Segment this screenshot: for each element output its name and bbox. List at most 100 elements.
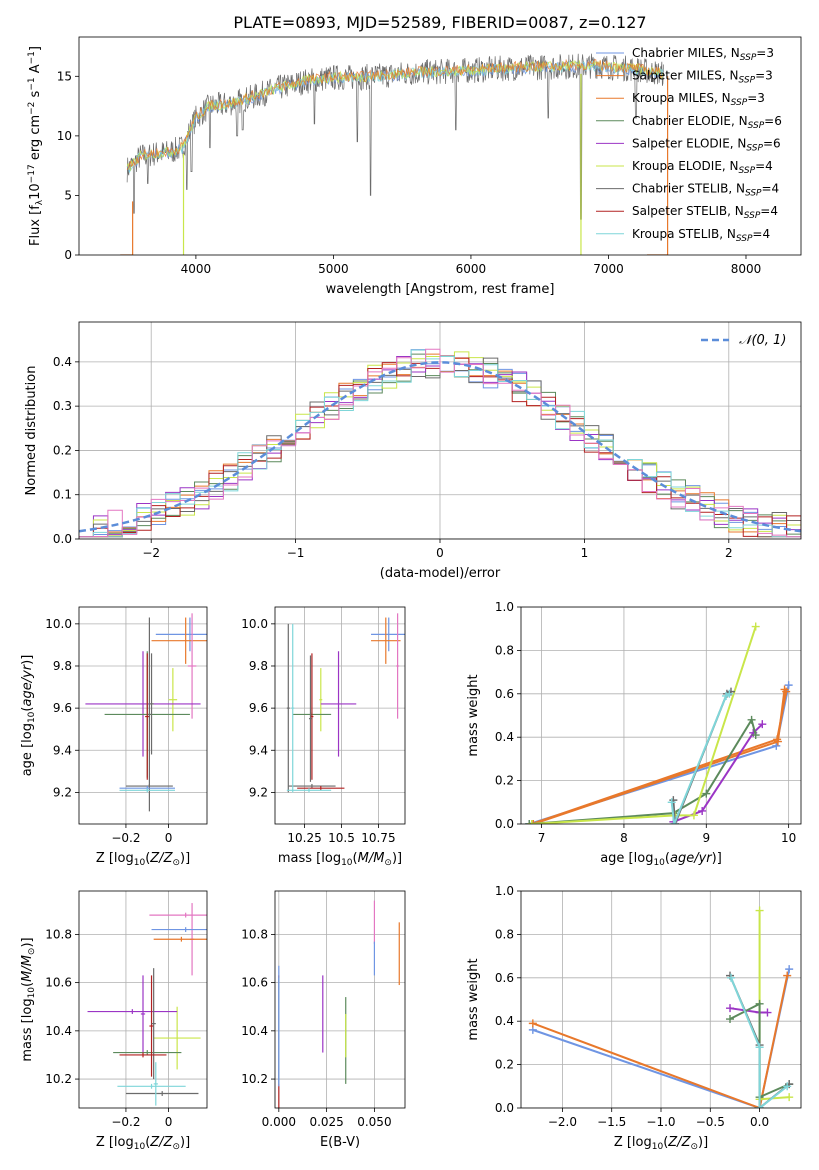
y-tick-label: 0.4	[495, 730, 514, 744]
x-tick-label: 7	[538, 831, 546, 845]
x-axis-label: E(B-V)	[320, 1135, 360, 1150]
legend-label: Salpeter MILES, NSSP=3	[632, 69, 773, 86]
x-axis-label: Z [log10(Z/Z⊙)]	[96, 1135, 190, 1152]
series-marker	[525, 820, 534, 824]
series-line-kroupa-elodie	[758, 910, 790, 1101]
y-tick-label: 15	[57, 69, 72, 83]
y-tick-label: 0.6	[495, 971, 514, 985]
y-tick-label: 9.4	[53, 743, 72, 757]
y-tick-label: 10.2	[241, 1072, 268, 1086]
x-tick-label: 0.0	[750, 1115, 769, 1129]
x-axis-label: Z [log10(Z/Z⊙)]	[96, 851, 190, 868]
series-marker	[747, 715, 756, 724]
y-tick-label: 0.1	[53, 488, 72, 502]
series-model-spectrum	[126, 60, 664, 173]
series-marker	[698, 806, 707, 815]
axes-age_vs_Z: −0.2 0 9.2 9.4 9.6 9.8 10.0 Z [log10(Z/Z⊙)] age …	[20, 606, 208, 868]
x-tick-label: −2.0	[548, 1115, 577, 1129]
y-tick-label: 0.8	[495, 643, 514, 657]
y-tick-label: 9.2	[249, 785, 268, 799]
series-line-salpeter-miles	[533, 689, 786, 824]
y-tick-label: 9.2	[53, 785, 72, 799]
x-tick-label: 0.050	[357, 1115, 391, 1129]
axes-frame	[78, 36, 802, 256]
legend-label: Chabrier STELIB, NSSP=4	[632, 182, 779, 199]
y-tick-label: 0.4	[495, 1014, 514, 1028]
x-axis-label: age [log10(age/yr)]	[600, 851, 722, 868]
series-line-chabrier-elodie	[529, 717, 757, 824]
y-tick-label: 5	[64, 188, 72, 202]
y-tick-label: 9.4	[249, 743, 268, 757]
histogram-pink	[79, 348, 801, 539]
series-marker	[751, 622, 760, 631]
plot-area-mass_vs_ebv	[275, 891, 405, 1108]
x-tick-label: 9	[702, 831, 710, 845]
series-line-kroupa-stelib	[670, 692, 730, 824]
series-line-kroupa-elodie	[531, 626, 757, 824]
y-tick-label: 10.8	[241, 927, 268, 941]
series-line-chabrier-miles	[528, 684, 790, 824]
series-marker	[667, 798, 676, 807]
plot-area-mass_weight_vs_age	[521, 607, 801, 824]
y-axis-label: mass [log10(M/M⊙)]	[20, 937, 37, 1061]
legend-label: 𝒩(0, 1)	[739, 333, 786, 348]
series-marker	[755, 1043, 764, 1052]
series-marker	[726, 1015, 735, 1024]
series-marker	[783, 1082, 792, 1091]
legend-label: Salpeter ELODIE, NSSP=6	[632, 136, 781, 153]
series-line-kroupa-stelib	[730, 977, 788, 1108]
x-tick-label: 10.5	[328, 831, 355, 845]
x-tick-label: 0	[165, 831, 173, 845]
legend-label: Kroupa ELODIE, NSSP=4	[632, 159, 773, 176]
x-tick-label: 2	[725, 546, 733, 560]
y-tick-label: 0.2	[495, 1058, 514, 1072]
y-axis-label: Normed distribution	[24, 366, 39, 496]
x-axis-label: (data-model)/error	[380, 566, 501, 581]
normal-distribution-curve	[79, 361, 801, 533]
plot-area-mass_weight_vs_Z	[521, 891, 801, 1108]
y-tick-label: 9.6	[249, 701, 268, 715]
x-tick-label: −0.2	[111, 1115, 140, 1129]
y-tick-label: 10.8	[45, 927, 72, 941]
series-marker	[755, 1104, 764, 1108]
axes-mass_vs_ebv: 0.000 0.025 0.050 10.2 10.4 10.6 10.8 E(B-V)	[241, 890, 406, 1150]
y-tick-label: 0.8	[495, 927, 514, 941]
series-marker	[670, 820, 679, 824]
x-tick-label: −0.5	[696, 1115, 725, 1129]
series-marker	[755, 999, 764, 1008]
y-tick-label: 9.6	[53, 701, 72, 715]
x-axis-label: wavelength [Angstrom, rest frame]	[326, 282, 555, 297]
series-marker	[725, 689, 734, 698]
series-marker	[702, 789, 711, 798]
y-tick-label: 0.3	[53, 399, 72, 413]
plot-area-age_vs_mass	[275, 607, 405, 824]
x-tick-label: 7000	[593, 262, 624, 276]
y-tick-label: 10.6	[241, 976, 268, 990]
x-tick-label: −1	[287, 546, 305, 560]
figure-title: PLATE=0893, MJD=52589, FIBERID=0087, z=0…	[233, 13, 646, 32]
series-marker	[763, 1008, 772, 1017]
series-marker	[773, 735, 782, 744]
axes-residuals: −2 −1 0 1 2 0.0 0.1 0.2 0.3 0.4 𝒩(0, 1) (data-model…	[24, 321, 802, 581]
series-marker	[784, 681, 793, 690]
x-tick-label: 10.25	[287, 831, 321, 845]
series-model-spectrum	[126, 58, 664, 171]
series-marker	[528, 1019, 537, 1028]
x-tick-label: 4000	[181, 262, 212, 276]
x-tick-label: 10	[781, 831, 796, 845]
axes-mass_weight_vs_age: 7 8 9 10 0.0 0.2 0.4 0.6 0.8 1.0 age [log10(age/yr…	[466, 600, 802, 868]
series-line-kroupa-miles	[531, 691, 788, 824]
axes-frame	[520, 606, 802, 825]
y-tick-label: 0.0	[495, 817, 514, 831]
legend-label: Chabrier MILES, NSSP=3	[632, 46, 774, 63]
x-tick-label: 0	[165, 1115, 173, 1129]
series-marker	[785, 1093, 794, 1102]
x-tick-label: 0	[436, 546, 444, 560]
x-tick-label: −0.2	[111, 831, 140, 845]
y-tick-label: 10.4	[241, 1024, 268, 1038]
y-axis-label: mass weight	[466, 674, 481, 756]
y-tick-label: 9.8	[249, 659, 268, 673]
axes-spectrum: 4000 5000 6000 7000 8000 0 5 10 15 Chabrier MILES…	[27, 36, 802, 297]
y-tick-label: 1.0	[495, 884, 514, 898]
x-tick-label: 8	[620, 831, 628, 845]
